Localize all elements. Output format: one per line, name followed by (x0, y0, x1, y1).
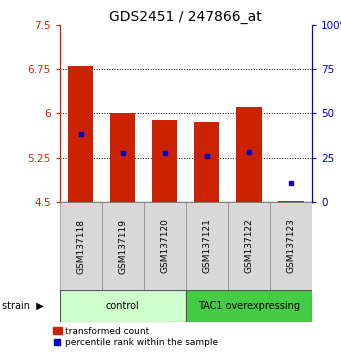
Bar (110, 113, 135, 202)
Text: GSM137122: GSM137122 (244, 219, 253, 273)
Bar (228, 202, 270, 290)
Bar (152, 120, 177, 202)
Bar (278, 201, 303, 202)
Text: TAC1 overexpressing: TAC1 overexpressing (198, 301, 300, 311)
Text: strain  ▶: strain ▶ (2, 301, 43, 311)
Bar (68, 66, 93, 202)
Text: control: control (106, 301, 139, 311)
Bar (186, 202, 228, 290)
Bar (102, 202, 144, 290)
Text: GSM137118: GSM137118 (76, 218, 85, 274)
Title: GDS2451 / 247866_at: GDS2451 / 247866_at (109, 10, 262, 24)
Bar (186, 290, 312, 322)
Text: GSM137120: GSM137120 (160, 218, 169, 274)
Bar (270, 202, 312, 290)
Legend: transformed count, percentile rank within the sample: transformed count, percentile rank withi… (53, 327, 218, 347)
Text: GSM137121: GSM137121 (202, 218, 211, 274)
Bar (60, 290, 186, 322)
Text: GSM137119: GSM137119 (118, 218, 127, 274)
Bar (194, 122, 220, 202)
Bar (144, 202, 186, 290)
Bar (236, 107, 262, 202)
Bar (60, 202, 102, 290)
Text: GSM137123: GSM137123 (286, 218, 296, 274)
